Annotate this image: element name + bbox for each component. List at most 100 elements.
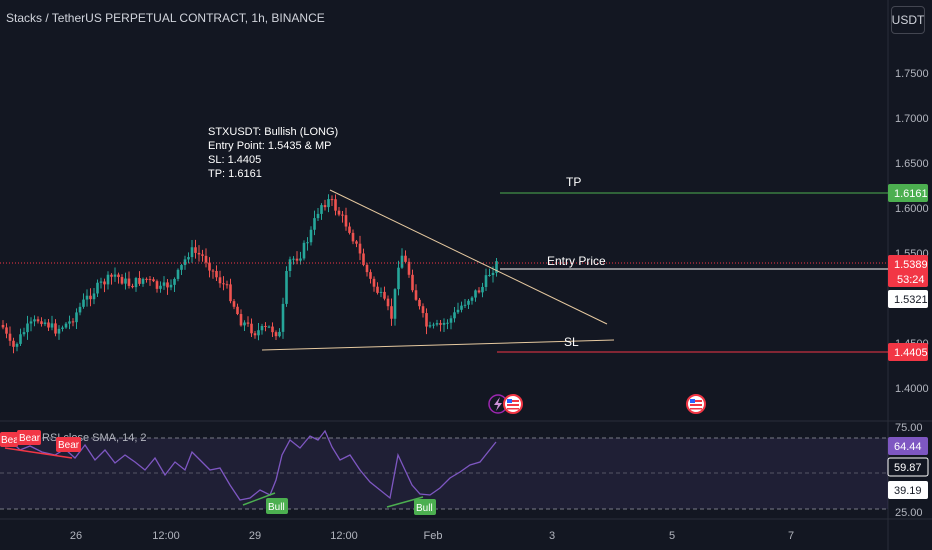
svg-text:1.5321: 1.5321 — [894, 294, 928, 306]
candle-body — [467, 300, 470, 305]
price-tick: 1.7500 — [895, 68, 929, 80]
candle-body — [43, 322, 47, 325]
svg-text:Bear: Bear — [1, 435, 23, 446]
svg-text:Bull: Bull — [268, 502, 285, 513]
annotation-line-3[interactable]: SL: 1.4405 — [208, 154, 261, 166]
time-tick: 12:00 — [330, 530, 358, 542]
candle-body — [117, 274, 120, 278]
candle-body — [411, 274, 414, 291]
candle-body — [372, 278, 376, 287]
candle-body — [488, 275, 491, 277]
svg-text:59.87: 59.87 — [894, 462, 922, 474]
us-flag-event-icon[interactable] — [686, 394, 706, 414]
candle-body — [239, 314, 243, 326]
candle-body — [120, 277, 124, 284]
price-tick: 1.4000 — [895, 383, 929, 395]
candle-body — [250, 323, 253, 334]
candle-body — [344, 215, 348, 227]
candle-body — [85, 295, 89, 300]
bull-signal-label: Bull — [266, 498, 288, 514]
candle-body — [348, 226, 351, 233]
tp-price-badge: 1.6161 — [888, 184, 928, 202]
candle-body — [75, 312, 78, 323]
candle-body — [68, 321, 71, 324]
candle-body — [386, 298, 390, 307]
price-tick: 1.6000 — [895, 203, 929, 215]
candle-body — [292, 258, 295, 260]
entry-price-badge: 1.5321 — [888, 290, 928, 308]
candle-body — [341, 214, 344, 216]
bear-signal-label: Bear — [56, 437, 81, 452]
candle-body — [334, 199, 337, 211]
candle-body — [232, 301, 236, 307]
candle-body — [127, 278, 131, 286]
annotation-line-2[interactable]: Entry Point: 1.5435 & MP — [208, 140, 332, 152]
price-tick: 1.7000 — [895, 113, 929, 125]
lower-trendline[interactable] — [261, 339, 615, 351]
candle-body — [148, 279, 152, 281]
candle-body — [211, 270, 215, 272]
entry-label: Entry Price — [547, 254, 606, 268]
time-tick: 7 — [788, 530, 794, 542]
annotation-line-4[interactable]: TP: 1.6161 — [208, 168, 262, 180]
bull-divergence-line — [386, 496, 424, 508]
upper-trendline[interactable] — [329, 189, 608, 325]
rsi-line — [0, 429, 497, 501]
candle-body — [5, 327, 8, 334]
candle-body — [47, 322, 50, 328]
candle-body — [351, 232, 355, 242]
candle-body — [64, 323, 68, 328]
candle-body — [285, 270, 288, 304]
candle-body — [169, 284, 173, 288]
candle-body — [421, 306, 425, 314]
candle-body — [470, 297, 474, 301]
rsi-value-badge: 64.44 — [888, 437, 928, 455]
candle-body — [152, 279, 155, 282]
candle-body — [134, 278, 138, 288]
candle-body — [26, 323, 29, 333]
candle-body — [495, 261, 498, 273]
candle-body — [159, 285, 162, 289]
price-tick: 1.6500 — [895, 158, 929, 170]
candle-body — [36, 319, 40, 322]
candle-body — [124, 278, 127, 284]
candle-body — [96, 282, 99, 294]
candle-body — [113, 274, 117, 277]
candle-body — [229, 284, 232, 302]
candle-body — [246, 322, 250, 324]
candle-body — [323, 205, 327, 208]
candle-body — [309, 229, 313, 243]
candle-body — [201, 254, 204, 256]
candle-body — [22, 332, 26, 335]
candle-body — [481, 286, 484, 293]
currency-button[interactable]: USDT — [891, 6, 925, 34]
candle-body — [50, 323, 54, 328]
candle-body — [453, 312, 456, 319]
candle-body — [176, 269, 180, 279]
candle-body — [432, 324, 435, 326]
candle-body — [155, 281, 159, 289]
time-tick: 5 — [669, 530, 675, 542]
chart-title[interactable]: Stacks / TetherUS PERPETUAL CONTRACT, 1h… — [6, 11, 325, 25]
candle-body — [218, 277, 222, 284]
rsi-tick: 25.00 — [895, 507, 923, 519]
sl-price-badge: 1.4405 — [888, 343, 928, 361]
candle-body — [260, 325, 264, 331]
candle-body — [439, 323, 442, 325]
candle-body — [456, 309, 460, 313]
candle-body — [187, 257, 190, 260]
candle-body — [376, 286, 379, 293]
candle-body — [166, 282, 169, 288]
candle-body — [404, 255, 407, 262]
candle-body — [295, 258, 299, 261]
svg-text:1.5389: 1.5389 — [894, 259, 928, 271]
candlestick-series — [1, 194, 498, 354]
candle-body — [145, 278, 148, 280]
candle-body — [449, 318, 453, 323]
candle-body — [369, 272, 372, 279]
svg-text:1.6161: 1.6161 — [894, 188, 928, 200]
candle-body — [414, 290, 418, 300]
us-flag-event-icon[interactable] — [503, 394, 523, 414]
annotation-line-1[interactable]: STXUSDT: Bullish (LONG) — [208, 126, 338, 138]
